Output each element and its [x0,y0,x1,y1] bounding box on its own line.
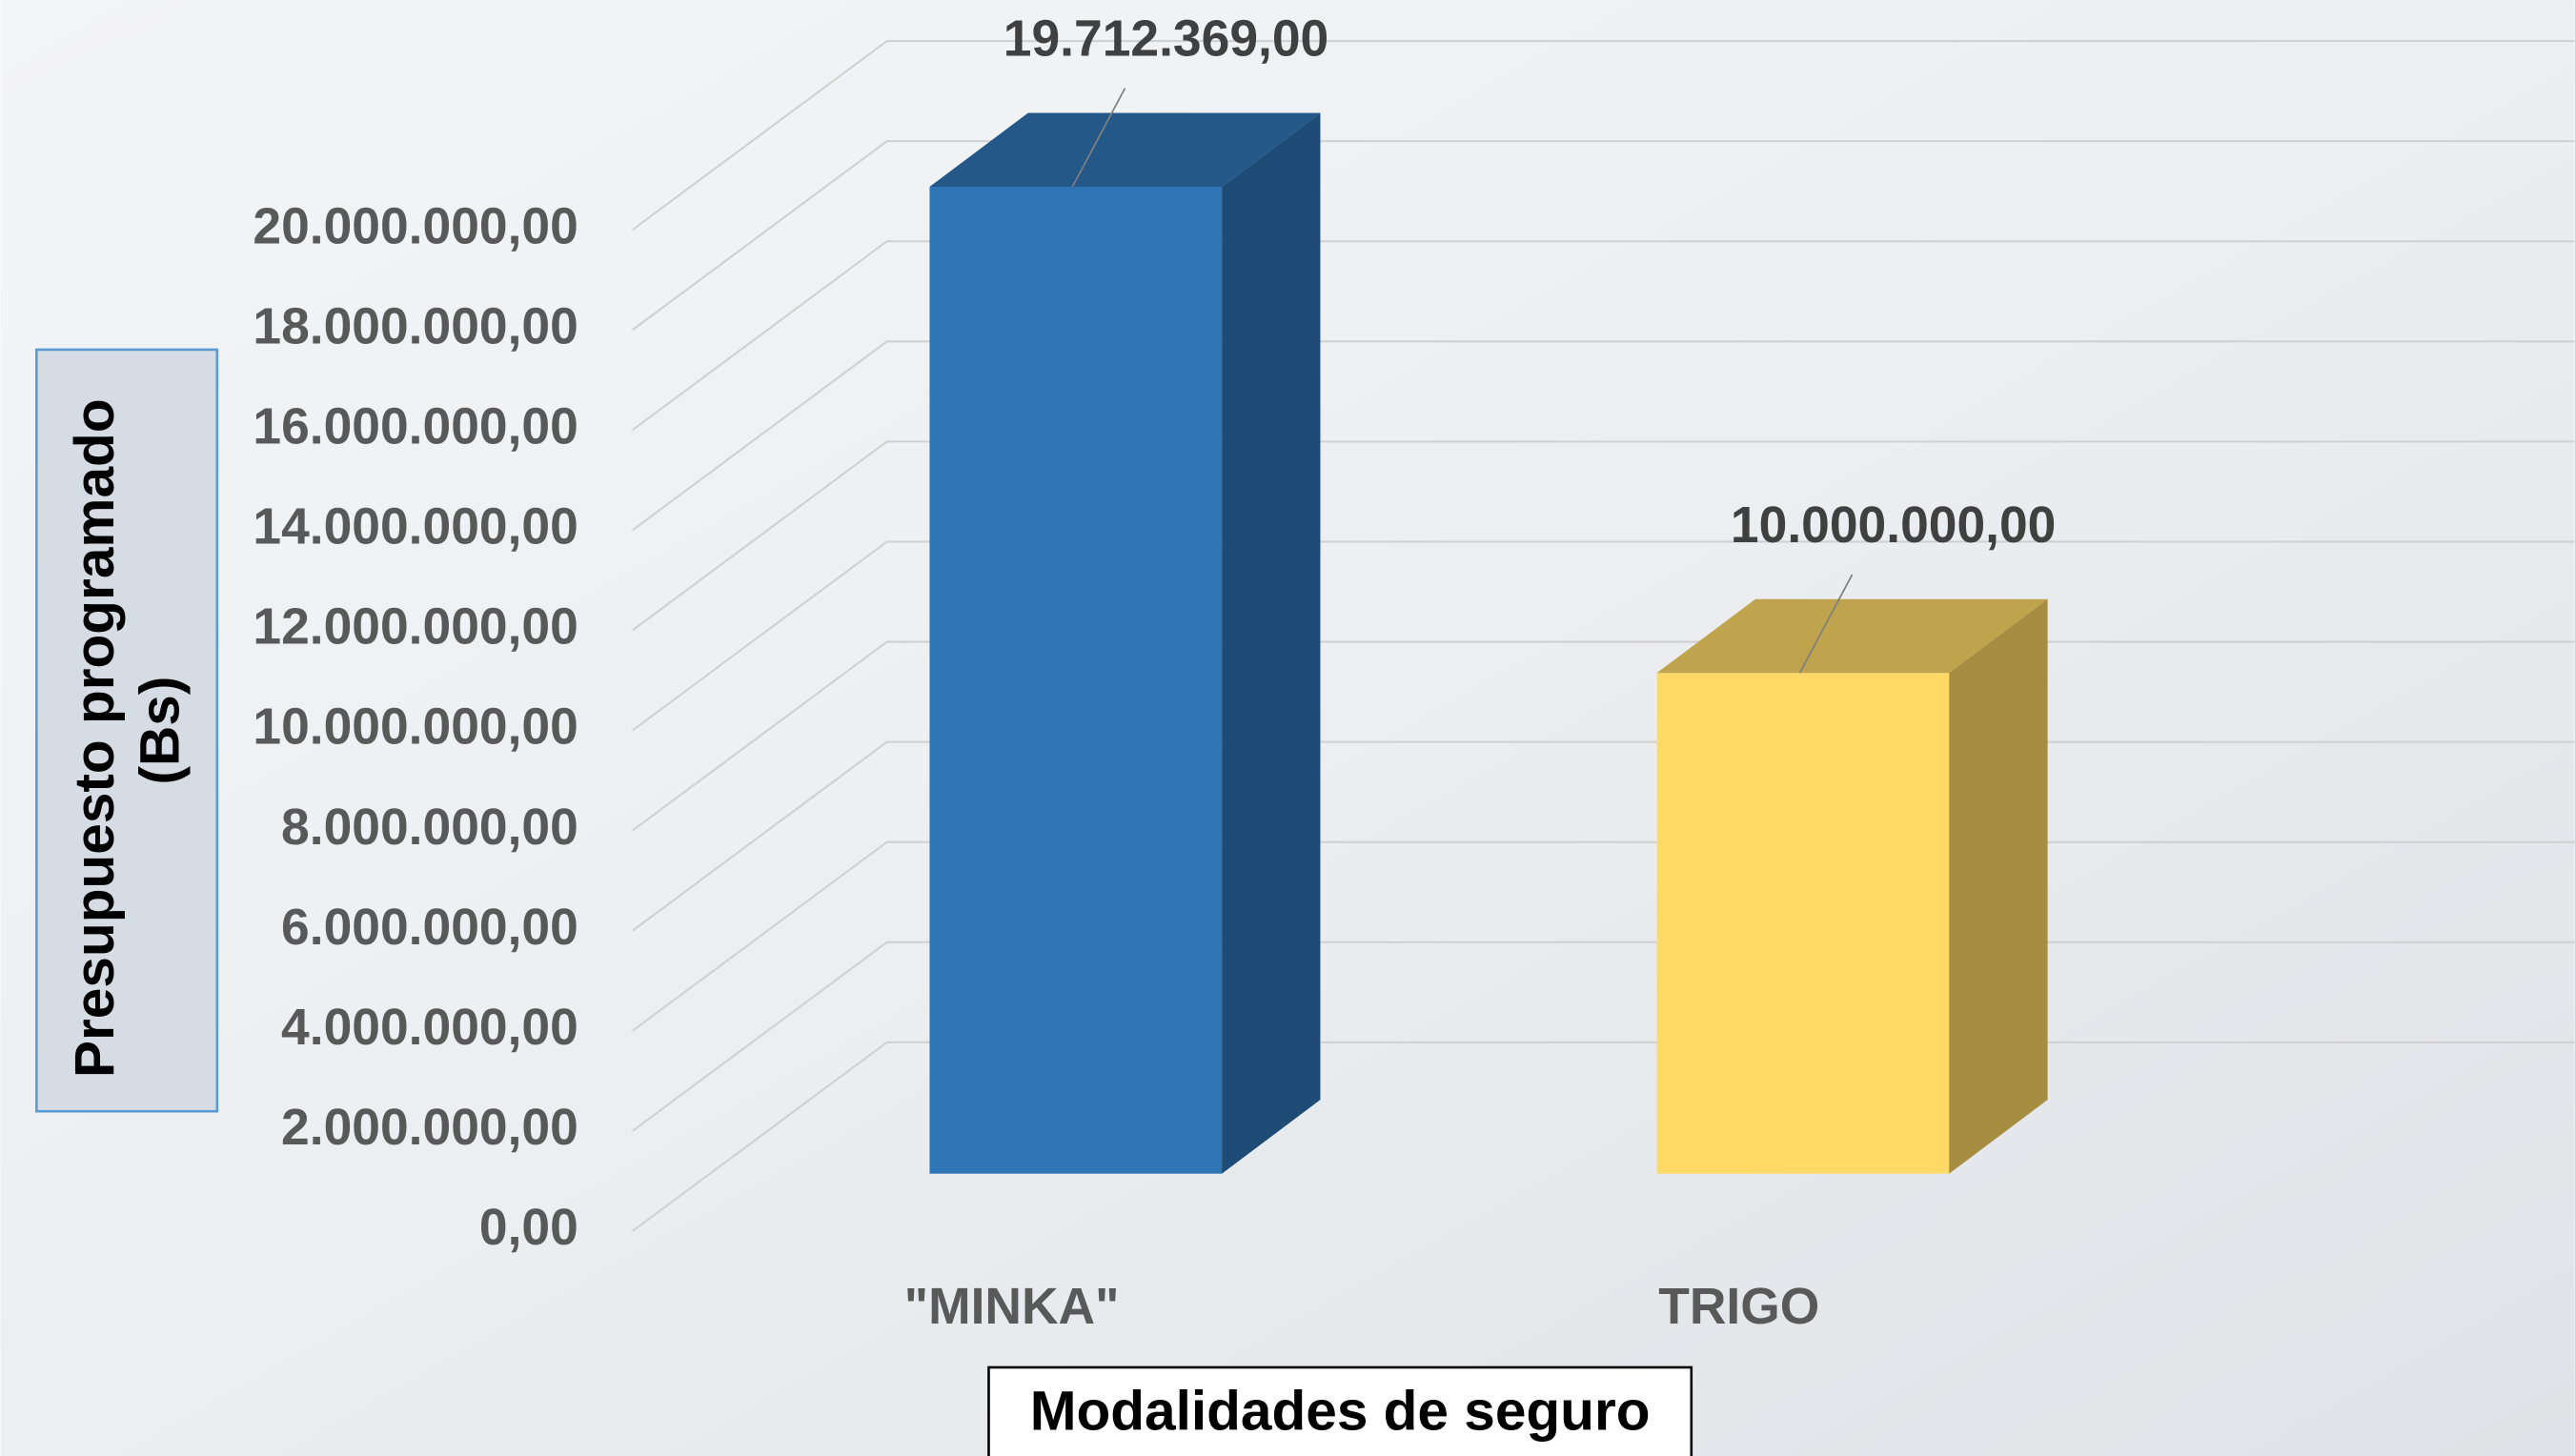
y-axis-title-line: Presupuesto programado [64,398,126,1078]
y-tick-label: 4.000.000,00 [281,1000,578,1056]
bar-front [929,187,1222,1174]
bar [1657,599,2048,1174]
y-tick-label: 20.000.000,00 [253,198,578,254]
chart: 0,00 2.000.000,00 4.000.000,00 6.000.000,00… [0,0,2575,1456]
y-tick-label: 8.000.000,00 [281,799,578,856]
y-axis-title-line: (Bs) [130,677,192,785]
page: 0,00 2.000.000,00 4.000.000,00 6.000.000,00… [0,0,2575,1456]
value-label: 10.000.000,00 [1731,497,2056,554]
bar-side [1222,112,1320,1173]
bar-front [1657,673,1950,1173]
y-tick-label: 6.000.000,00 [281,900,578,956]
y-tick-label: 18.000.000,00 [253,298,578,354]
bar [929,112,1320,1173]
y-tick-label: 14.000.000,00 [253,499,578,556]
x-axis-title: Modalidades de seguro [1030,1380,1651,1442]
y-tick-label: 2.000.000,00 [281,1100,578,1156]
y-tick-label: 12.000.000,00 [253,599,578,656]
y-tick-label: 10.000.000,00 [253,699,578,756]
value-label: 19.712.369,00 [1004,11,1328,68]
y-tick-label: 0,00 [479,1200,578,1256]
bar-side [1949,599,2047,1174]
x-tick-label: TRIGO [1658,1279,1819,1335]
y-tick-label: 16.000.000,00 [253,398,578,455]
x-tick-label: "MINKA" [904,1279,1120,1335]
